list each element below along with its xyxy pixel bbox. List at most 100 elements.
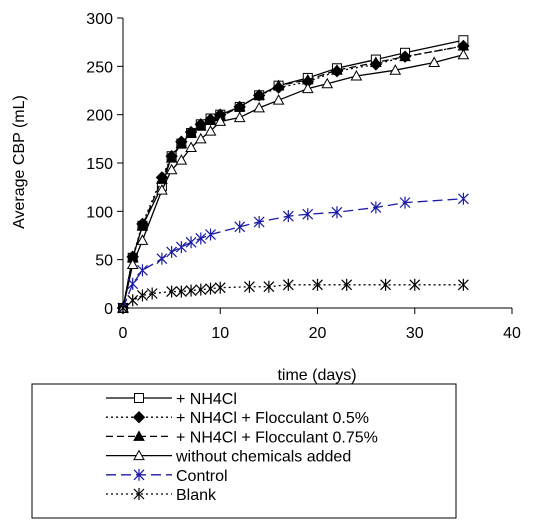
legend-label: + NH4Cl + Flocculant 0.5%: [176, 410, 369, 427]
data-point: [156, 184, 168, 195]
data-point: [136, 219, 149, 231]
triangle-marker: [194, 120, 207, 131]
x-tick-label: 10: [211, 325, 229, 342]
data-point: [380, 278, 391, 291]
x-tick-label: 20: [309, 325, 327, 342]
y-tick-label: 150: [86, 156, 113, 173]
series-line: [122, 45, 464, 309]
triangle-marker: [350, 69, 363, 81]
data-point: [126, 258, 139, 269]
y-tick-label: 0: [104, 301, 113, 318]
series-5: [117, 192, 469, 314]
triangle-marker: [185, 127, 197, 138]
triangle-marker: [204, 114, 217, 125]
data-point: [156, 173, 168, 184]
triangle-marker: [133, 430, 145, 441]
data-point: [457, 278, 469, 291]
legend-entry: + NH4Cl + Flocculant 0.5%: [106, 410, 369, 427]
triangle-marker: [156, 173, 168, 184]
data-point: [331, 206, 343, 219]
data-point: [133, 488, 145, 500]
data-point: [253, 89, 265, 100]
data-point: [185, 236, 197, 249]
data-point: [133, 468, 145, 481]
data-point: [205, 282, 216, 295]
x-tick-label: 30: [406, 325, 424, 342]
data-point: [457, 48, 470, 60]
legend-entry: without chemicals added: [106, 449, 351, 466]
triangle-marker: [253, 89, 265, 100]
data-point: [214, 115, 227, 126]
data-point: [428, 56, 441, 67]
triangle-marker: [165, 163, 178, 175]
data-point: [331, 64, 343, 75]
y-tick-label: 250: [86, 59, 113, 76]
triangle-marker: [321, 77, 334, 89]
data-point: [234, 220, 246, 233]
triangle-marker: [428, 56, 441, 67]
data-point: [195, 232, 207, 245]
data-point: [194, 120, 207, 131]
data-point: [204, 114, 217, 125]
data-point: [185, 141, 197, 153]
data-point: [194, 132, 207, 144]
triangle-marker: [389, 64, 402, 75]
legend: + NH4Cl + NH4Cl + Flocculant 0.5% + NH4Cl …: [31, 383, 457, 519]
legend-label: Blank: [176, 487, 217, 504]
data-point: [302, 208, 314, 221]
data-point: [134, 393, 144, 403]
legend-label: + NH4Cl + Flocculant 0.75%: [176, 429, 378, 446]
triangle-marker: [272, 94, 285, 105]
data-point: [282, 210, 294, 223]
data-point: [127, 277, 139, 290]
triangle-marker: [204, 125, 217, 136]
data-point: [117, 302, 129, 314]
triangle-marker: [194, 132, 207, 144]
x-tick-label: 40: [503, 325, 521, 342]
triangle-marker: [136, 234, 149, 245]
series-line: [122, 54, 464, 309]
triangle-marker: [175, 154, 188, 165]
data-point: [370, 56, 382, 67]
data-point: [263, 280, 275, 293]
triangle-marker: [301, 82, 314, 94]
data-point: [341, 278, 353, 291]
data-point: [185, 127, 197, 138]
data-point: [233, 111, 246, 123]
data-point: [457, 192, 469, 205]
triangle-marker: [156, 184, 168, 195]
legend-label: + NH4Cl: [176, 391, 237, 408]
data-point: [195, 283, 207, 296]
data-point: [244, 280, 255, 293]
triangle-marker: [133, 449, 145, 461]
triangle-marker: [399, 50, 411, 62]
data-point: [282, 278, 294, 291]
data-point: [272, 94, 285, 105]
series-6: [117, 278, 469, 314]
data-point: [127, 294, 139, 307]
legend-entry: + NH4Cl + Flocculant 0.75%: [106, 429, 378, 446]
data-point: [214, 281, 226, 294]
y-tick-label: 300: [86, 11, 113, 28]
data-point: [137, 289, 148, 302]
triangle-marker: [214, 115, 227, 126]
legend-label: Control: [176, 468, 228, 485]
data-point: [146, 287, 158, 300]
data-point: [204, 125, 217, 136]
data-point: [166, 245, 178, 258]
y-tick-label: 50: [95, 253, 113, 270]
data-point: [321, 77, 334, 89]
x-axis-label: time (days): [277, 367, 356, 384]
plot-area: 0 50 100 150 200 250 300 0 10 20 30 40: [86, 11, 521, 342]
data-point: [175, 285, 187, 298]
data-point: [312, 278, 323, 291]
data-point: [175, 137, 188, 149]
triangle-marker: [175, 137, 188, 149]
series-line: [122, 45, 464, 309]
series-line: [122, 198, 464, 309]
data-point: [136, 234, 149, 245]
data-point: [301, 82, 314, 94]
triangle-marker: [253, 101, 265, 113]
